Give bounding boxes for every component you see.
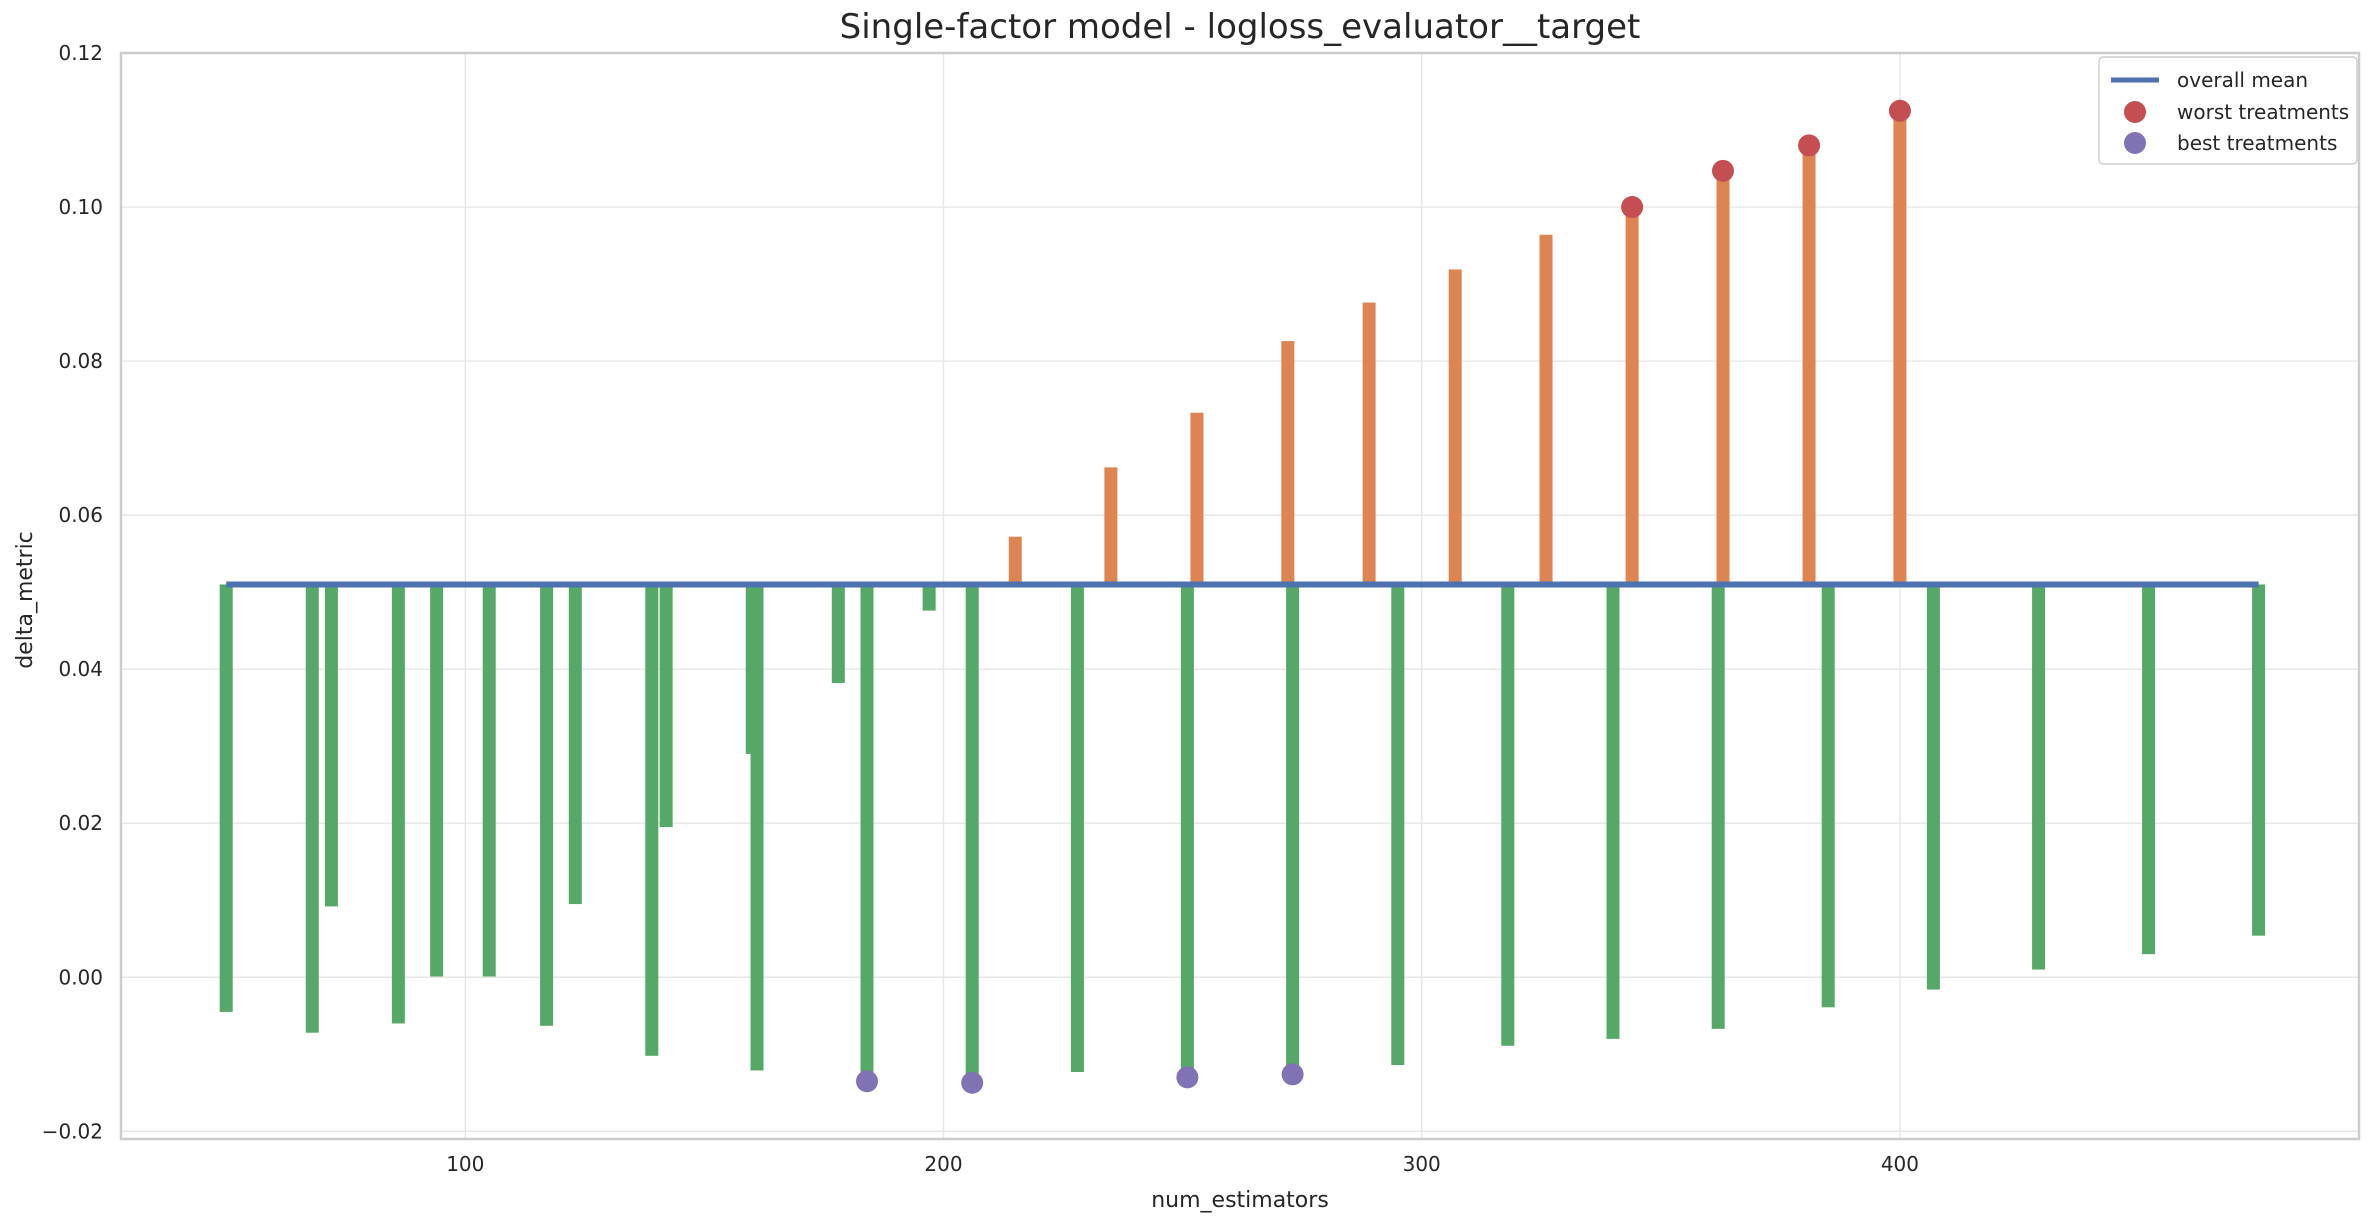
y-axis-label: delta_metric xyxy=(13,531,38,669)
bar xyxy=(2142,584,2156,955)
chart-title: Single-factor model - logloss_evaluator_… xyxy=(840,7,1641,47)
bar xyxy=(1391,584,1405,1066)
bar xyxy=(2252,584,2266,936)
x-axis-label: num_estimators xyxy=(1151,1188,1329,1213)
bar xyxy=(1448,269,1462,585)
bar xyxy=(645,584,659,1056)
bar xyxy=(965,584,979,1083)
best-treatment-marker xyxy=(1281,1063,1304,1086)
legend-worst-marker-icon xyxy=(2124,101,2146,123)
bar xyxy=(1362,302,1376,585)
y-tick-label: 0.10 xyxy=(58,195,103,219)
x-tick-label: 200 xyxy=(924,1152,962,1176)
bar xyxy=(1625,207,1639,585)
bar xyxy=(922,584,936,611)
y-tick-label: 0.00 xyxy=(58,965,103,989)
bar xyxy=(1711,584,1725,1029)
bar xyxy=(1281,341,1295,585)
bar xyxy=(1104,467,1118,585)
bars-layer xyxy=(219,110,2266,1083)
bar xyxy=(1286,584,1300,1075)
bar xyxy=(1070,584,1084,1072)
bar xyxy=(324,584,338,907)
bar xyxy=(1926,584,1940,990)
bar xyxy=(219,584,233,1012)
bar xyxy=(750,584,764,1071)
x-tick-label: 300 xyxy=(1403,1152,1441,1176)
x-tick-label: 400 xyxy=(1881,1152,1919,1176)
bar xyxy=(1539,234,1553,585)
legend-label-best-treatments: best treatments xyxy=(2177,131,2337,155)
bar xyxy=(540,584,554,1026)
legend-label-worst-treatments: worst treatments xyxy=(2177,100,2349,124)
bar xyxy=(2032,584,2046,970)
bar xyxy=(568,584,582,905)
bar xyxy=(831,584,845,684)
worst-treatment-marker xyxy=(1798,134,1821,157)
y-tick-label: 0.04 xyxy=(58,657,103,681)
worst-treatment-marker xyxy=(1888,99,1911,122)
bar xyxy=(1008,536,1022,585)
y-tick-label: 0.06 xyxy=(58,503,103,527)
bar xyxy=(1802,145,1816,585)
legend-best-marker-icon xyxy=(2124,132,2146,154)
marker-layer xyxy=(856,99,1911,1094)
y-tick-label: 0.08 xyxy=(58,349,103,373)
legend: overall mean worst treatments best treat… xyxy=(2098,56,2358,165)
bar xyxy=(1180,584,1194,1078)
x-tick-label: 100 xyxy=(446,1152,484,1176)
bar xyxy=(1821,584,1835,1008)
best-treatment-marker xyxy=(1176,1066,1199,1089)
legend-box xyxy=(2098,56,2358,165)
plot-frame xyxy=(119,51,2361,1141)
bar xyxy=(1716,170,1730,585)
bar xyxy=(1893,110,1907,585)
bar xyxy=(1501,584,1515,1046)
bar xyxy=(391,584,405,1024)
bar xyxy=(1190,412,1204,585)
grid-layer xyxy=(121,52,2359,1139)
best-treatment-marker xyxy=(856,1070,878,1093)
worst-treatment-marker xyxy=(1711,159,1734,182)
legend-label-overall-mean: overall mean xyxy=(2177,68,2308,92)
bar xyxy=(482,584,496,977)
worst-treatment-marker xyxy=(1621,196,1644,219)
y-tick-label: −0.02 xyxy=(42,1119,103,1143)
y-tick-label: 0.02 xyxy=(58,811,103,835)
y-tick-label: 0.12 xyxy=(58,41,103,65)
bar xyxy=(430,584,444,977)
bar xyxy=(305,584,319,1033)
bar xyxy=(860,584,874,1082)
bar xyxy=(1606,584,1620,1039)
tick-layer: 100 200 300 400 −0.02 0.00 0.02 0.04 0.06 0.08 0.1… xyxy=(42,41,1919,1176)
best-treatment-marker xyxy=(961,1071,984,1094)
bar xyxy=(659,584,673,828)
